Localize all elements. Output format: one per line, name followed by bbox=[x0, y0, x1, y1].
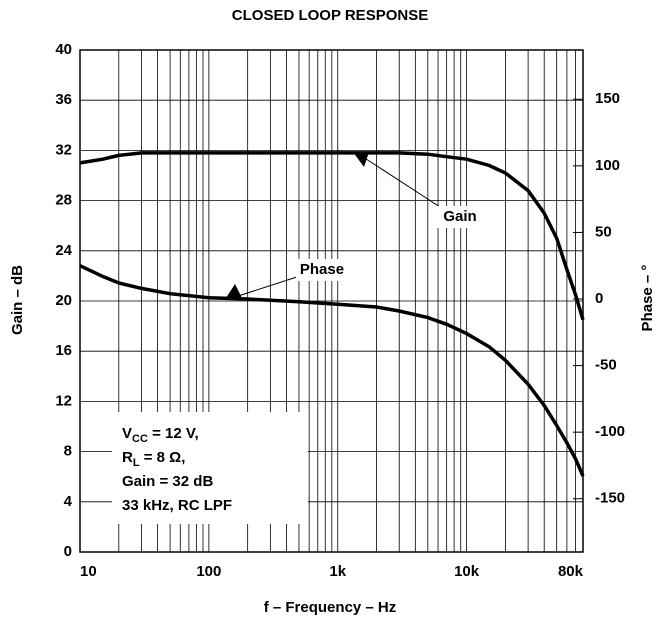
x-axis-label: f – Frequency – Hz bbox=[264, 599, 397, 616]
x-tick-label: 1k bbox=[329, 563, 346, 580]
y2-tick-label: 150 bbox=[595, 90, 620, 107]
y2-tick-label: -100 bbox=[595, 423, 625, 440]
y-tick-label: 40 bbox=[55, 41, 72, 58]
y2-tick-label: 100 bbox=[595, 157, 620, 174]
note: RL = 8 Ω, bbox=[122, 449, 185, 469]
y-tick-label: 8 bbox=[64, 443, 72, 460]
note-part: Gain = 32 dB bbox=[122, 473, 213, 490]
annotation-arrow bbox=[231, 275, 301, 299]
chart-title: CLOSED LOOP RESPONSE bbox=[232, 7, 428, 24]
x-tick-label: 10 bbox=[80, 563, 97, 580]
annotation-bg bbox=[296, 259, 348, 281]
note: 33 kHz, RC LPF bbox=[122, 497, 232, 514]
y2-axis-label: Phase – ° bbox=[639, 265, 656, 332]
y-axis-label: Gain – dB bbox=[9, 265, 26, 335]
y-tick-label: 4 bbox=[64, 493, 73, 510]
y-tick-label: 12 bbox=[55, 392, 72, 409]
y2-tick-label: -50 bbox=[595, 357, 617, 374]
y2-tick-label: -150 bbox=[595, 490, 625, 507]
x-tick-label: 10k bbox=[454, 563, 480, 580]
note: VCC = 12 V, bbox=[122, 425, 199, 445]
series-line bbox=[79, 151, 585, 321]
note-part: 33 kHz, RC LPF bbox=[122, 497, 232, 514]
x-tick-label: 80k bbox=[558, 563, 584, 580]
annotation-bg bbox=[434, 206, 486, 228]
y2-tick-label: 50 bbox=[595, 223, 612, 240]
y-tick-label: 0 bbox=[64, 543, 72, 560]
y-tick-label: 32 bbox=[55, 141, 72, 158]
note: Gain = 32 dB bbox=[122, 473, 213, 490]
notes-box bbox=[112, 412, 308, 524]
note-part: L bbox=[133, 457, 140, 469]
y2-tick-label: 0 bbox=[595, 290, 603, 307]
series-label: Phase bbox=[300, 261, 344, 278]
y-tick-label: 36 bbox=[55, 91, 72, 108]
arrow-head bbox=[353, 152, 369, 167]
y-tick-label: 28 bbox=[55, 192, 72, 209]
series-line bbox=[79, 264, 585, 477]
note-part: = 8 Ω, bbox=[140, 449, 186, 466]
plot-frame bbox=[79, 49, 584, 553]
x-tick-label: 100 bbox=[196, 563, 221, 580]
note-part: V bbox=[122, 425, 132, 442]
annotation-arrow bbox=[359, 154, 441, 208]
note-part: = 12 V, bbox=[148, 425, 199, 442]
series-label: Gain bbox=[443, 208, 476, 225]
note-part: CC bbox=[132, 433, 148, 445]
arrow-head bbox=[226, 284, 242, 298]
y-tick-label: 20 bbox=[55, 292, 72, 309]
y-tick-label: 16 bbox=[55, 342, 72, 359]
note-part: R bbox=[122, 449, 133, 466]
y-tick-label: 24 bbox=[55, 242, 72, 259]
